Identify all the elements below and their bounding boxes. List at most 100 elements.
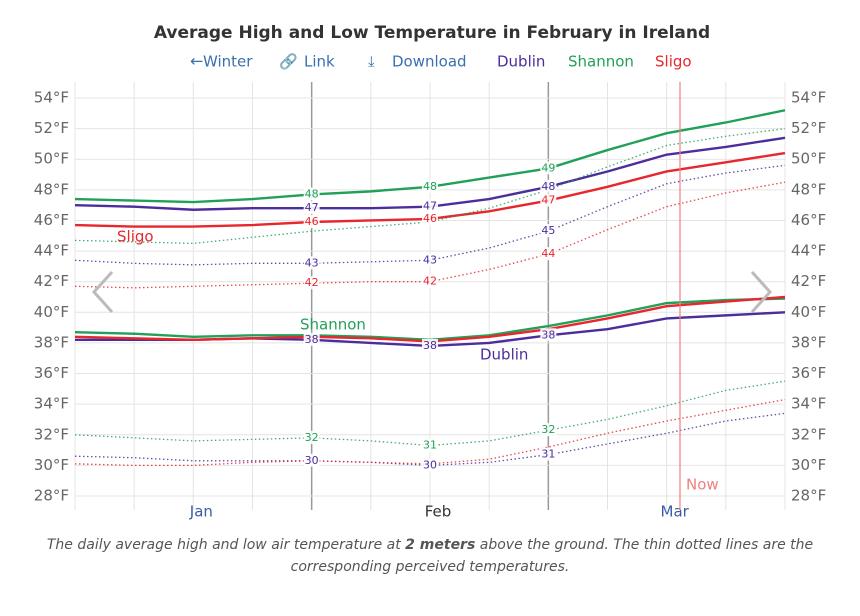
caption: The daily average high and low air tempe… <box>40 534 820 578</box>
value-label-bg <box>303 276 320 290</box>
value-label-bg <box>422 211 438 225</box>
x-tick-label: Feb <box>425 503 452 521</box>
annotation: Shannon <box>300 316 366 334</box>
value-label-bg <box>303 430 320 444</box>
y-tick-label: 50°F <box>34 150 69 168</box>
y-tick-label: 40°F <box>791 303 826 321</box>
y-tick-label: 38°F <box>34 333 69 351</box>
plot-area: Jan Feb Mar 28°F 28°F 30°F 30°F 32°F 32°F 34°F 34°… <box>34 82 826 521</box>
y-tick-label: 52°F <box>791 119 826 137</box>
y-tick-label: 38°F <box>791 333 826 351</box>
y-tick-label: 44°F <box>34 242 69 260</box>
y-tick-label: 52°F <box>34 119 69 137</box>
value-label: 46 <box>305 215 319 228</box>
y-tick-label: 44°F <box>791 242 826 260</box>
y-tick-label: 30°F <box>34 456 69 474</box>
value-label: 44 <box>541 247 555 260</box>
annotation: Sligo <box>117 228 154 246</box>
nav-icon: ⤓ <box>368 53 375 71</box>
y-tick-label: 34°F <box>34 395 69 413</box>
y-tick-label: 30°F <box>791 456 826 474</box>
y-tick-label: 46°F <box>34 211 69 229</box>
next-arrow[interactable] <box>750 270 773 314</box>
value-label: 42 <box>423 275 437 288</box>
value-label-bg <box>540 247 557 261</box>
y-tick-label: 34°F <box>791 395 826 413</box>
y-tick-label: 36°F <box>34 364 69 382</box>
value-label: 38 <box>541 328 555 341</box>
value-label-bg <box>422 438 438 452</box>
caption-text: The daily average high and low air tempe… <box>46 537 406 553</box>
value-label-bg <box>303 453 320 467</box>
value-label: 32 <box>541 423 555 436</box>
value-label: 43 <box>423 253 437 266</box>
caption-text: above the ground. The thin dotted lines … <box>290 537 814 575</box>
y-tick-label: 42°F <box>791 272 826 290</box>
annotation: Dublin <box>480 346 528 364</box>
y-tick-label: 48°F <box>791 180 826 198</box>
value-label-bg <box>540 328 557 342</box>
now-label: Now <box>686 476 719 494</box>
value-label: 47 <box>305 201 319 214</box>
y-tick-label: 36°F <box>791 364 826 382</box>
nav-link[interactable]: Link <box>304 53 335 71</box>
perceived-line <box>74 398 786 467</box>
nav-link[interactable]: Winter <box>203 53 253 71</box>
y-tick-label: 54°F <box>791 89 826 107</box>
value-label: 49 <box>541 161 555 174</box>
y-tick-label: 42°F <box>34 272 69 290</box>
chart: Average High and Low Temperature in Febr… <box>34 23 826 521</box>
value-label-bg <box>422 458 438 472</box>
value-label-bg <box>540 447 557 461</box>
value-label-bg <box>540 161 557 175</box>
value-label: 38 <box>305 333 319 346</box>
nav-icon: ← <box>190 52 203 71</box>
legend-entry[interactable]: Dublin <box>497 53 545 71</box>
y-tick-label: 28°F <box>34 487 69 505</box>
legend-entry[interactable]: Shannon <box>568 53 634 71</box>
value-label: 31 <box>423 438 437 451</box>
y-tick-label: 46°F <box>791 211 826 229</box>
value-label-bg <box>303 214 320 228</box>
perceived-line <box>74 181 786 289</box>
legend-entry[interactable]: Sligo <box>655 53 692 71</box>
y-tick-label: 54°F <box>34 89 69 107</box>
caption-emphasis: 2 meters <box>405 537 476 553</box>
value-label: 48 <box>541 180 555 193</box>
chart-title: Average High and Low Temperature in Febr… <box>154 23 710 43</box>
value-label: 31 <box>541 448 555 461</box>
value-label: 45 <box>541 224 555 237</box>
value-label-bg <box>540 224 557 238</box>
value-label-bg <box>303 201 320 215</box>
value-label: 42 <box>305 276 319 289</box>
value-label: 47 <box>423 200 437 213</box>
value-label: 30 <box>305 454 319 467</box>
nav-link[interactable]: Download <box>392 53 467 71</box>
value-label: 48 <box>305 187 319 200</box>
value-label-bg <box>422 338 438 352</box>
perceived-line <box>74 164 786 266</box>
value-label: 47 <box>541 194 555 207</box>
value-label-bg <box>540 193 557 207</box>
nav-icon: 🔗 <box>279 52 298 71</box>
value-label: 46 <box>423 212 437 225</box>
value-label-bg <box>422 274 438 288</box>
y-tick-label: 32°F <box>34 425 69 443</box>
value-label-bg <box>422 179 438 193</box>
value-label: 38 <box>423 339 437 352</box>
y-tick-label: 40°F <box>34 303 69 321</box>
y-tick-label: 28°F <box>791 487 826 505</box>
prev-arrow[interactable] <box>91 270 114 314</box>
value-label: 30 <box>423 458 437 471</box>
y-tick-label: 50°F <box>791 150 826 168</box>
value-label: 48 <box>423 180 437 193</box>
value-label-bg <box>540 179 557 193</box>
value-label-bg <box>303 256 320 270</box>
y-tick-label: 48°F <box>34 180 69 198</box>
x-tick-label: Mar <box>661 503 690 521</box>
value-label-bg <box>540 423 557 437</box>
value-label-bg <box>422 253 438 267</box>
x-tick-label: Jan <box>189 503 213 521</box>
value-label-bg <box>303 332 320 346</box>
